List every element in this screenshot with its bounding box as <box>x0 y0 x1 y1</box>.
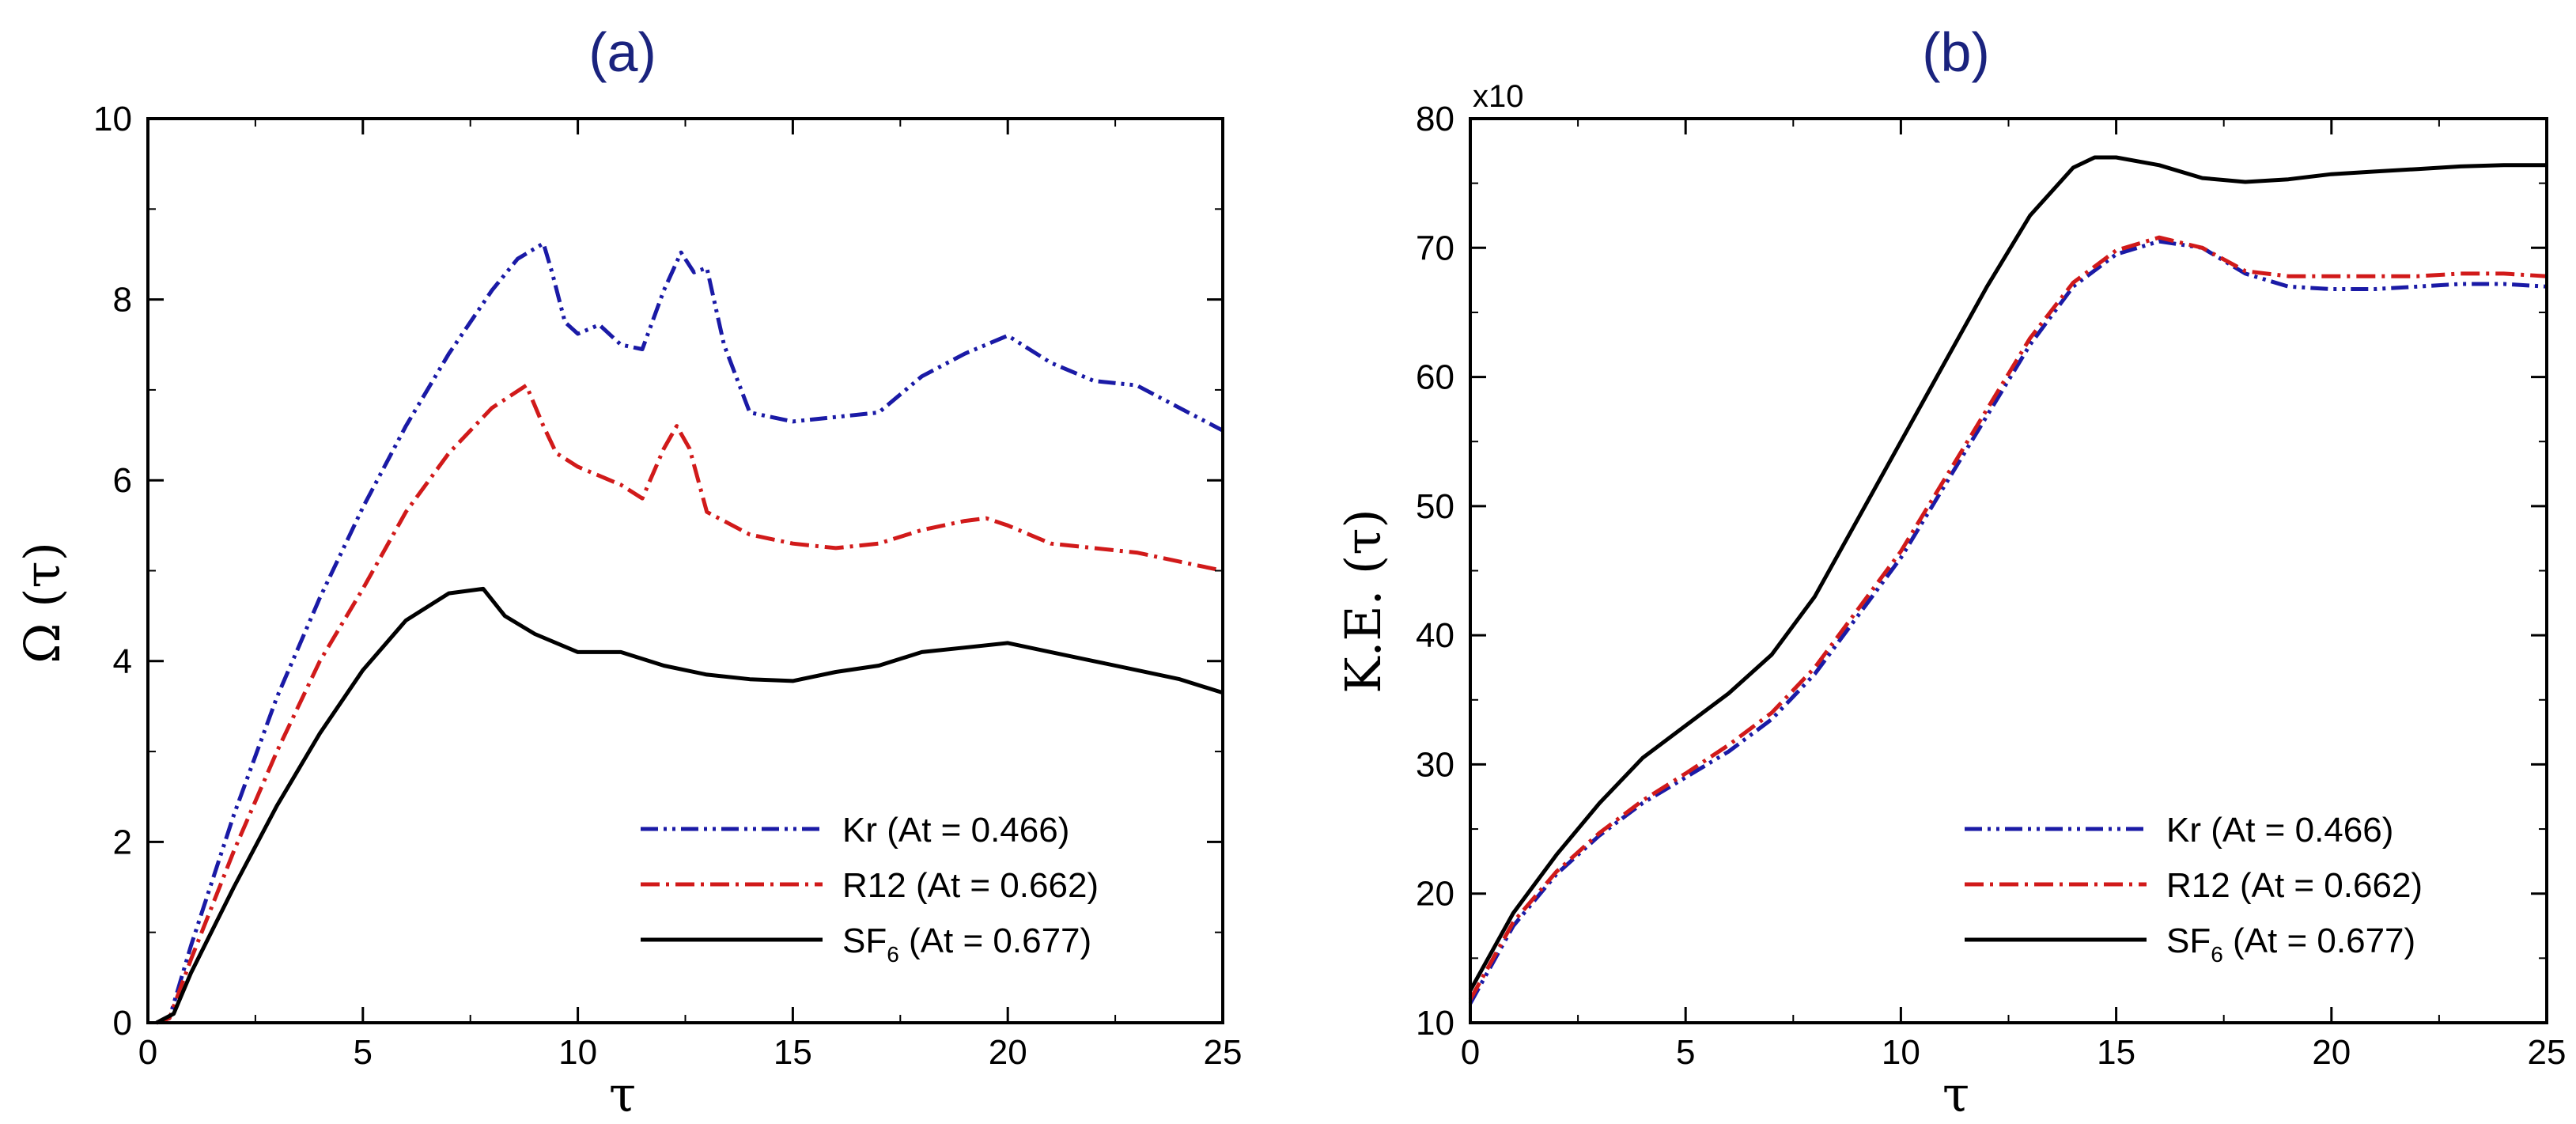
panel-a-ticks-group: 0 5 10 15 20 25 0 2 4 6 8 10 <box>93 100 1242 1072</box>
panel-b-legend-label-tail-2: (At = 0.677) <box>2223 922 2415 960</box>
panel-b-title: (b) <box>1922 21 1990 83</box>
panel-b-x-tick-label-3: 15 <box>2097 1033 2135 1072</box>
panel-a-y-tick-label-3: 6 <box>113 461 132 500</box>
panel-b-legend-label-main-1: R12 (At = 0.662) <box>2166 866 2423 905</box>
panel-a-y-tick-label-1: 2 <box>113 823 132 861</box>
panel-b-series-group <box>1468 155 2548 1005</box>
panel-a-series-group <box>155 241 1224 1025</box>
panel-b-y-tick-label-6: 70 <box>1416 229 1454 267</box>
panel-b-x-tick-label-0: 0 <box>1461 1033 1480 1072</box>
panel-b-series-line-1 <box>1468 235 2548 1001</box>
panel-b-legend-label-sub-2: 6 <box>2211 942 2223 967</box>
panel-b-x-tick-label-2: 10 <box>1882 1033 1920 1072</box>
panel-b-y-tick-label-1: 20 <box>1416 875 1454 914</box>
panel-b-y-axis-label: K.E. (τ) <box>1334 509 1392 693</box>
panel-a-y-tick-label-5: 10 <box>93 100 132 138</box>
panel-a-y-tick-label-2: 4 <box>113 642 132 681</box>
panel-a-legend-label-2: SF6 (At = 0.677) <box>842 922 1091 967</box>
panel-a-series-line-2 <box>155 586 1224 1025</box>
panel-b-x-axis-label: τ <box>1942 1065 1969 1123</box>
panel-a-x-axis-label: τ <box>609 1065 636 1123</box>
panel-a-series-line-0 <box>156 241 1224 1025</box>
panel-a-legend-label-1: R12 (At = 0.662) <box>842 866 1099 905</box>
panel-a-y-tick-label-0: 0 <box>113 1004 132 1043</box>
panel-a-plot-frame <box>146 117 1224 1024</box>
panel-b-y-tick-label-5: 60 <box>1416 358 1454 397</box>
panel-a-legend-label-tail-2: (At = 0.677) <box>899 922 1091 960</box>
panel-b-legend-label-main-0: Kr (At = 0.466) <box>2166 811 2393 850</box>
panel-a-legend: Kr (At = 0.466) R12 (At = 0.662) SF6 (At =… <box>641 811 1099 967</box>
panel-b-x-tick-label-1: 5 <box>1676 1033 1695 1072</box>
panel-b-legend-label-1: R12 (At = 0.662) <box>2166 866 2423 905</box>
panel-b-series-line-2 <box>1468 155 2547 992</box>
panel-a-x-tick-label-0: 0 <box>138 1033 157 1072</box>
panel-a-y-axis-label: Ω (τ) <box>13 542 71 664</box>
panel-a-x-tick-label-5: 25 <box>1204 1033 1243 1072</box>
panel-a-x-tick-label-2: 10 <box>558 1033 597 1072</box>
panel-b-plot-frame <box>1469 117 2548 1024</box>
panel-a-legend-label-main-2: SF <box>842 922 887 960</box>
panel-a-y-tick-label-4: 8 <box>113 281 132 320</box>
panel-b-x-tick-label-5: 25 <box>2528 1033 2567 1072</box>
panel-a-legend-label-main-1: R12 (At = 0.662) <box>842 866 1099 905</box>
panel-a-x-tick-label-1: 5 <box>354 1033 373 1072</box>
panel-b-legend: Kr (At = 0.466) R12 (At = 0.662) SF6 (At =… <box>1965 811 2423 967</box>
panel-b-series-line-0 <box>1468 239 2548 1005</box>
panel-b-exponent-label: x10 <box>1473 79 1524 114</box>
panel-a-x-tick-label-4: 20 <box>989 1033 1027 1072</box>
panel-b-x-tick-label-4: 20 <box>2312 1033 2351 1072</box>
panel-b-legend-label-2: SF6 (At = 0.677) <box>2166 922 2415 967</box>
panel-b-y-tick-label-4: 50 <box>1416 487 1454 526</box>
panel-a-series-line-1 <box>156 383 1224 1025</box>
panel-a-x-tick-label-3: 15 <box>774 1033 812 1072</box>
panel-b-legend-label-0: Kr (At = 0.466) <box>2166 811 2393 850</box>
panel-a-legend-label-sub-2: 6 <box>887 942 899 967</box>
panel-b-y-tick-label-7: 80 <box>1416 100 1454 138</box>
panel-b-chart: (b) x10 K.E. (τ) τ 0 5 10 15 20 25 10 20 30 40 50 6… <box>1334 21 2566 1123</box>
panel-a-legend-label-main-0: Kr (At = 0.466) <box>842 811 1069 850</box>
panel-b-y-tick-label-3: 40 <box>1416 616 1454 655</box>
panel-a-legend-label-0: Kr (At = 0.466) <box>842 811 1069 850</box>
panel-a-title: (a) <box>588 21 656 83</box>
panel-b-y-tick-label-2: 30 <box>1416 745 1454 784</box>
panel-a-chart: (a) Ω (τ) τ 0 5 10 15 20 25 0 2 4 6 8 10 Kr (At = 0… <box>13 21 1242 1123</box>
panel-b-legend-label-main-2: SF <box>2166 922 2211 960</box>
panel-b-y-tick-label-0: 10 <box>1416 1004 1454 1043</box>
